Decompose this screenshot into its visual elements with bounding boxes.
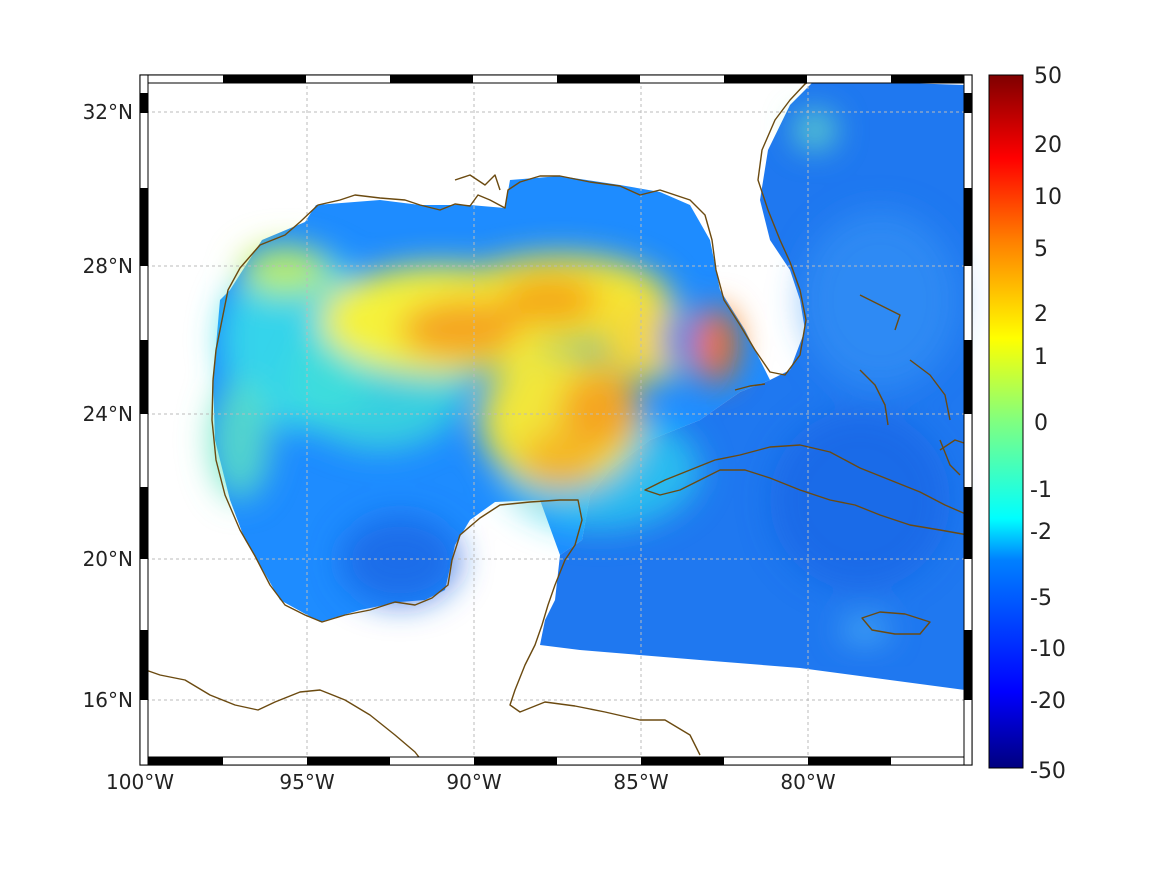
colorbar-label: 0 [1034,411,1048,436]
cuba-isle-coastline [734,383,766,391]
gulf-coastline [212,75,819,381]
lat-tick-label: 32°N [83,100,133,124]
field-anomalies [210,112,960,640]
bahamas-coastline [859,294,961,476]
colorbar-label: -2 [1030,520,1052,545]
colorbar-label: -1 [1030,478,1052,503]
lat-tick-label: 20°N [83,547,133,571]
colorbar-label: 2 [1034,302,1048,327]
colorbar-label: -10 [1030,637,1066,662]
colorbar: 50 20 10 5 2 1 0 -1 -2 -5 -10 -20 -50 [988,64,1066,784]
jamaica-coastline [861,611,931,635]
colorbar-label: 1 [1034,345,1048,370]
colorbar-label: -20 [1030,689,1066,714]
lat-tick-label: 28°N [83,254,133,278]
colorbar-label: -5 [1030,586,1052,611]
colorbar-label: 10 [1034,185,1062,210]
lat-tick-label: 16°N [83,688,133,712]
map-border [139,74,973,766]
lon-tick-label: 80°W [780,770,835,794]
colorbar-label: 20 [1034,133,1062,158]
colorbar-label: 5 [1034,237,1048,262]
lon-tick-labels: 100°W 95°W 90°W 85°W 80°W [106,770,836,794]
mississippi-delta-coastline [454,174,501,191]
lon-tick-label: 85°W [613,770,668,794]
colorbar-gradient [988,74,1024,769]
coastlines [139,75,971,766]
mexico-coastline [211,379,701,756]
colorbar-label: -50 [1030,759,1066,784]
data-field [210,80,965,690]
lon-tick-label: 100°W [106,770,174,794]
central-america-coastline [139,667,426,766]
lon-tick-label: 95°W [279,770,334,794]
lon-tick-label: 90°W [446,770,501,794]
lat-tick-labels: 32°N 28°N 24°N 20°N 16°N [83,100,133,712]
lat-tick-label: 24°N [83,402,133,426]
colorbar-label: 50 [1034,64,1062,89]
